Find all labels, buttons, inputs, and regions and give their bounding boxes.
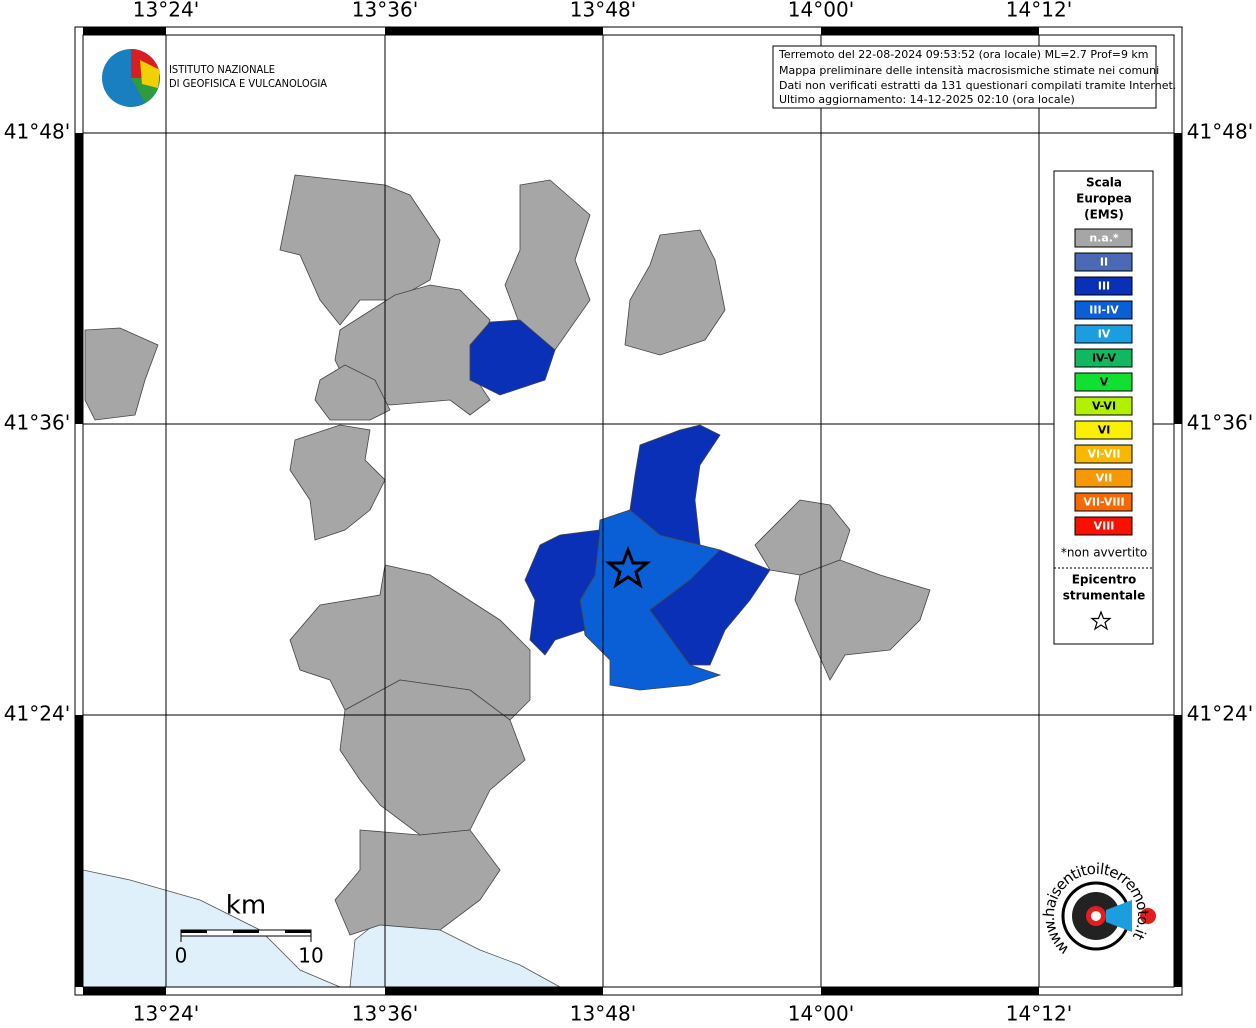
legend-label: V-VI — [1092, 400, 1116, 413]
legend-swatch — [1074, 324, 1133, 344]
municipality-iii — [524, 529, 601, 656]
municipality — [624, 229, 726, 356]
municipality — [334, 829, 501, 936]
graticule — [83, 35, 1174, 987]
lon-label: 13°36' — [352, 0, 418, 22]
legend-swatch — [1074, 252, 1133, 272]
lon-label: 13°36' — [352, 1002, 418, 1025]
scale-tick: 0 — [175, 944, 188, 968]
info-line: Terremoto del 22-08-2024 09:53:52 (ora l… — [778, 48, 1149, 61]
legend-swatch — [1074, 372, 1133, 392]
legend-swatch — [1074, 228, 1133, 248]
municipality — [794, 559, 931, 681]
lat-label: 41°36' — [4, 411, 70, 435]
municipality — [289, 424, 386, 541]
lon-label: 14°12' — [1006, 1002, 1072, 1025]
scale-tick: 10 — [298, 944, 323, 968]
legend: Scala Europea (EMS) *non avvertito Epice… — [1053, 170, 1154, 645]
lat-label: 41°48' — [4, 120, 70, 144]
legend-title: Europea — [1076, 192, 1132, 206]
legend-label: II — [1100, 256, 1108, 269]
legend-label: V — [1100, 376, 1109, 389]
legend-label: IV — [1098, 328, 1111, 341]
legend-swatch — [1074, 420, 1133, 440]
info-line: Mappa preliminare delle intensità macros… — [779, 64, 1159, 77]
lat-label: 41°24' — [1187, 702, 1253, 726]
legend-swatch — [1074, 396, 1133, 416]
legend-label: IV-V — [1092, 352, 1117, 365]
epicenter-star — [604, 545, 652, 589]
municipality-iii — [469, 319, 556, 396]
lon-label: 14°12' — [1006, 0, 1072, 22]
legend-label: VII — [1096, 472, 1113, 485]
municipality — [339, 679, 526, 836]
map-area — [82, 174, 931, 988]
municipality — [84, 327, 159, 421]
legend-swatch — [1074, 468, 1133, 488]
legend-swatch — [1074, 276, 1133, 296]
municipality — [754, 499, 851, 576]
legend-swatch — [1074, 300, 1133, 320]
legend-swatch — [1074, 516, 1133, 536]
legend-label: III — [1098, 280, 1110, 293]
institute-name: DI GEOFISICA E VULCANOLOGIA — [169, 77, 327, 90]
scale-unit: km — [226, 891, 266, 921]
info-line: Ultimo aggiornamento: 14-12-2025 02:10 (… — [779, 93, 1075, 106]
legend-label: n.a.* — [1089, 232, 1119, 245]
lat-label: 41°36' — [1187, 411, 1253, 435]
legend-epicenter: Epicentro — [1072, 573, 1137, 587]
municipality-iii — [649, 549, 771, 666]
lon-label: 13°48' — [570, 0, 636, 22]
legend-swatch — [1074, 444, 1133, 464]
axis-labels: 13°24' 13°24' 13°36' 13°36' 13°48' 13°48' 14°0… — [4, 0, 1253, 1026]
lat-label: 41°48' — [1187, 120, 1253, 144]
municipality — [314, 364, 391, 421]
legend-label: VIII — [1094, 520, 1115, 533]
lon-label: 13°48' — [570, 1002, 636, 1025]
legend-label: VI — [1098, 424, 1111, 437]
lon-label: 13°24' — [133, 0, 199, 22]
legend-star — [1090, 610, 1112, 631]
legend-label: VII-VIII — [1083, 496, 1124, 509]
legend-swatch — [1074, 492, 1133, 512]
lat-label: 41°24' — [4, 702, 70, 726]
lon-label: 14°00' — [788, 0, 854, 22]
institute-name: ISTITUTO NAZIONALE — [169, 63, 275, 76]
legend-title: Scala — [1086, 176, 1122, 190]
municipality-iii — [629, 424, 721, 546]
legend-label: VI-VII — [1087, 448, 1120, 461]
legend-epicenter: strumentale — [1063, 589, 1146, 603]
scale-bar: km 0 10 — [175, 891, 324, 968]
legend-label: III-IV — [1089, 304, 1119, 317]
municipality — [504, 179, 591, 351]
lon-label: 14°00' — [788, 1002, 854, 1025]
info-line: Dati non verificati estratti da 131 ques… — [779, 79, 1176, 92]
legend-note: *non avvertito — [1061, 546, 1147, 560]
info-box: Terremoto del 22-08-2024 09:53:52 (ora l… — [772, 45, 1176, 109]
legend-title: (EMS) — [1084, 208, 1124, 222]
municipalities-na — [84, 174, 931, 936]
legend-swatch — [1074, 348, 1133, 368]
lon-label: 13°24' — [133, 1002, 199, 1025]
ingv-logo: ISTITUTO NAZIONALE DI GEOFISICA E VULCAN… — [102, 49, 327, 107]
frame — [74, 26, 1183, 996]
